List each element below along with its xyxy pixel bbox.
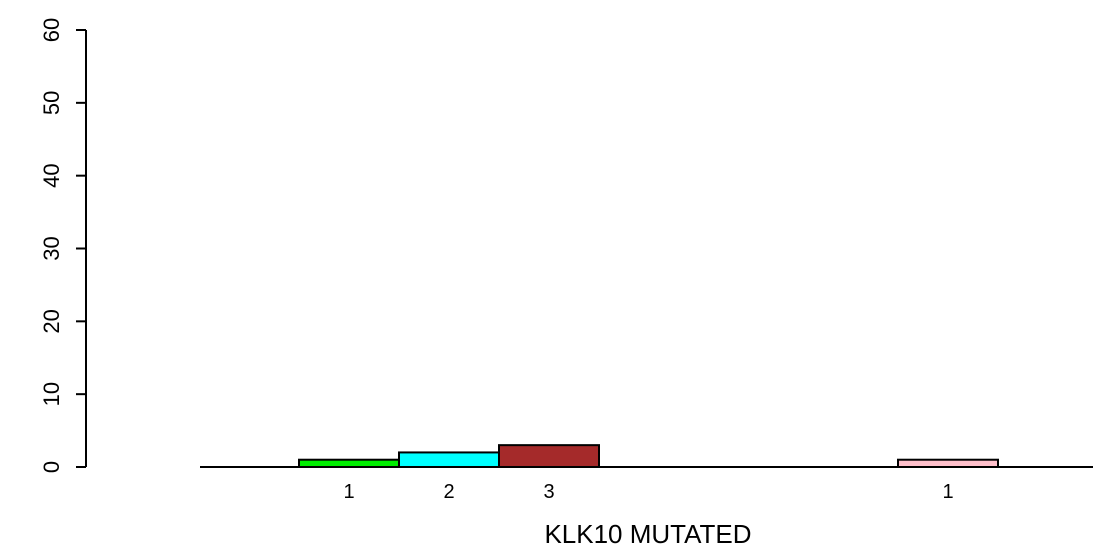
y-tick-label: 50 [39,91,64,115]
bar-label: 3 [543,481,554,503]
bar [498,444,600,468]
x-axis-label: KLK10 MUTATED [544,519,751,549]
y-tick-label: 10 [39,382,64,406]
bar-label: 1 [942,481,953,503]
y-tick-label: 40 [39,163,64,187]
y-tick-label: 20 [39,309,64,333]
y-axis: 0 10 20 30 40 50 60 [39,18,87,473]
bar-labels: 1 2 3 1 [343,481,953,503]
bar-label: 2 [443,481,454,503]
y-tick-label: 0 [39,461,64,473]
bars [298,444,999,469]
bar [398,451,500,468]
y-tick-label: 30 [39,236,64,260]
bar-label: 1 [343,481,354,503]
y-tick-label: 60 [39,18,64,42]
bar [298,458,400,469]
bar [897,458,999,469]
